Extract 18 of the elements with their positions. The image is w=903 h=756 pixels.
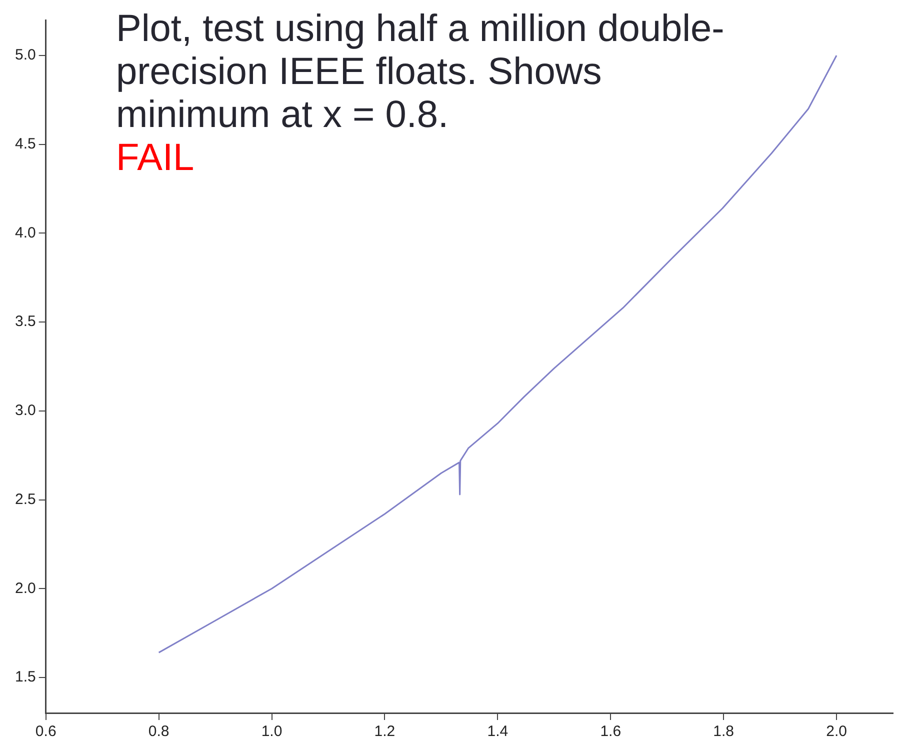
y-tick-label: 5.0	[14, 46, 36, 64]
x-tick-label: 1.4	[487, 723, 508, 740]
y-tick-label: 4.5	[14, 136, 36, 153]
y-tick-label: 3.0	[14, 402, 36, 420]
x-tick-label: 2.0	[826, 723, 847, 740]
x-tick-label: 1.8	[713, 723, 734, 740]
text: Plot, test using half a million double-precision IEEE floats. Shows minimum at x = 0.8.	[116, 8, 726, 137]
x-tick-label: 1.0	[261, 723, 282, 740]
x-tick-label: 1.6	[600, 723, 622, 740]
annotation: FAIL	[116, 137, 196, 180]
y-tick-label: 2.5	[14, 490, 36, 508]
y-tick-label: 4.0	[14, 224, 36, 242]
x-tick-label: 1.2	[374, 723, 396, 740]
x-tick-label: 0.6	[35, 723, 56, 740]
y-tick-label: 3.5	[14, 313, 36, 330]
y-tick-label: 2.0	[14, 580, 36, 597]
x-tick-label: 0.8	[148, 723, 170, 740]
y-tick-label: 1.5	[14, 668, 36, 686]
